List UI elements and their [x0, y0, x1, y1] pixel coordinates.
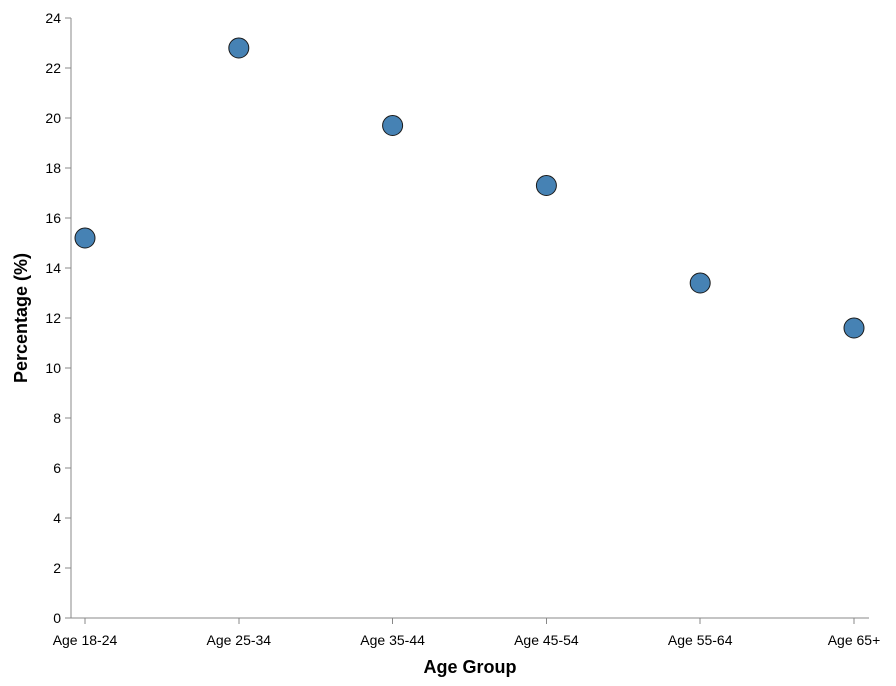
x-tick-label: Age 55-64: [668, 632, 733, 648]
y-tick-label: 24: [45, 10, 61, 26]
y-axis-title: Percentage (%): [11, 253, 31, 383]
y-tick-label: 12: [45, 310, 61, 326]
y-tick-label: 10: [45, 360, 61, 376]
data-point: [382, 115, 404, 136]
x-axis-title: Age Group: [424, 657, 517, 677]
data-point: [535, 175, 557, 196]
y-tick-label: 2: [53, 560, 61, 576]
data-point: [843, 317, 865, 339]
y-tick-label: 14: [45, 260, 61, 276]
data-point: [74, 227, 96, 249]
y-tick-label: 0: [53, 610, 61, 626]
y-tick-label: 20: [45, 110, 61, 126]
data-points: [74, 37, 865, 339]
x-tick-label: Age 45-54: [514, 632, 579, 648]
x-axis: Age 18-24 Age 25-34 Age 35-44 Age 45-54 Age …: [53, 617, 881, 648]
y-tick-label: 6: [53, 460, 61, 476]
data-point: [689, 272, 711, 294]
data-point: [228, 37, 250, 59]
x-tick-label: Age 35-44: [360, 632, 425, 648]
x-tick-label: Age 18-24: [53, 632, 118, 648]
y-tick-label: 18: [45, 160, 61, 176]
y-tick-label: 4: [53, 510, 61, 526]
y-tick-label: 8: [53, 410, 61, 426]
x-tick-label: Age 65+: [828, 632, 881, 648]
x-tick-label: Age 25-34: [206, 632, 271, 648]
y-tick-label: 16: [45, 210, 61, 226]
y-tick-label: 22: [45, 60, 61, 76]
